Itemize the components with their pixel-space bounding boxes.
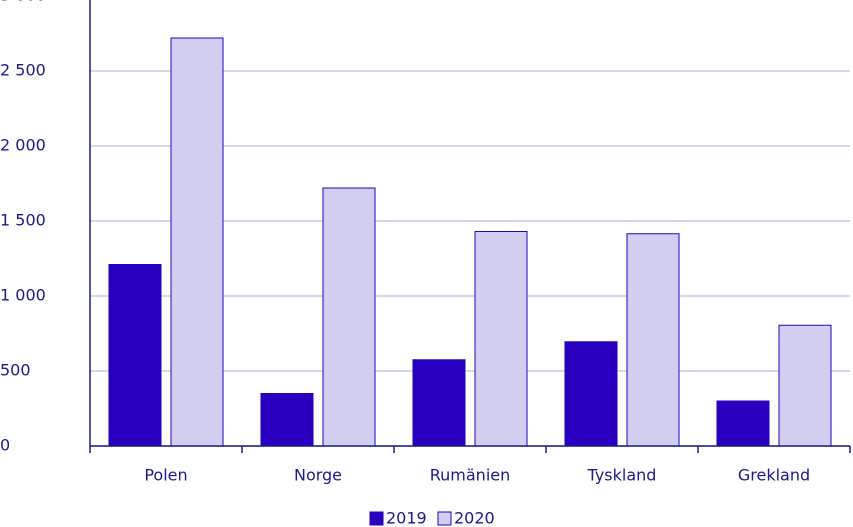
bar — [412, 359, 466, 447]
y-tick-label: 500 — [0, 361, 31, 380]
bar — [474, 231, 528, 447]
y-tick-label: 3 000 — [0, 0, 46, 5]
y-tick-label: 1 500 — [0, 211, 46, 230]
bar — [322, 187, 376, 447]
legend-swatch — [369, 511, 384, 526]
bar — [564, 341, 618, 447]
bar — [716, 400, 770, 447]
bar — [778, 324, 832, 447]
y-tick-label: 2 500 — [0, 61, 46, 80]
y-tick-label: 1 000 — [0, 286, 46, 305]
y-tick-label: 2 000 — [0, 136, 46, 155]
x-tick-label: Tyskland — [587, 466, 657, 485]
y-tick-label: 0 — [0, 436, 10, 455]
x-tick-label: Norge — [294, 466, 342, 485]
legend-label: 2020 — [454, 509, 495, 527]
x-tick-label: Grekland — [738, 466, 810, 485]
legend-swatch — [437, 511, 452, 526]
bar — [170, 37, 224, 447]
legend-label: 2019 — [386, 509, 427, 527]
x-tick-label: Rumänien — [430, 466, 511, 485]
x-tick-label: Polen — [144, 466, 187, 485]
bar — [108, 264, 162, 447]
bar — [260, 393, 314, 447]
bar — [626, 233, 680, 447]
